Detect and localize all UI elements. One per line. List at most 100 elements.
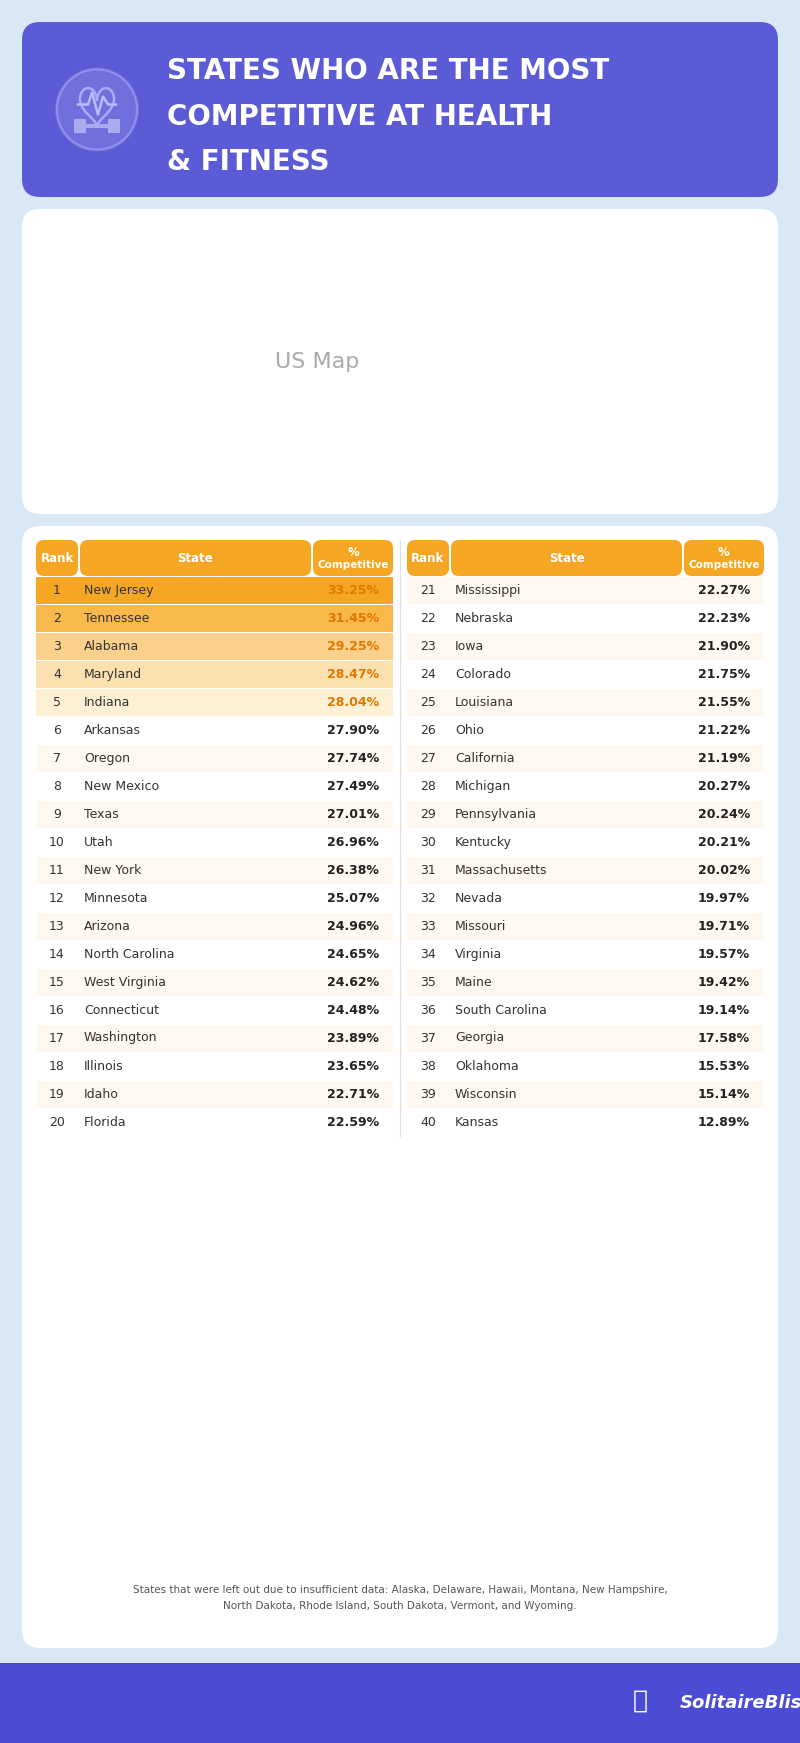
Text: %: %	[718, 546, 730, 558]
Text: 24: 24	[420, 668, 436, 680]
Text: 7: 7	[53, 751, 61, 765]
Text: 23.89%: 23.89%	[327, 1032, 379, 1044]
Text: 22.59%: 22.59%	[327, 1116, 379, 1128]
Text: 28: 28	[420, 779, 436, 793]
Bar	[407, 688, 764, 716]
Text: Kentucky: Kentucky	[455, 835, 512, 849]
Text: Illinois: Illinois	[84, 1060, 124, 1072]
Text: 38: 38	[420, 1060, 436, 1072]
Text: 26.38%: 26.38%	[327, 863, 379, 877]
Bar	[407, 1053, 764, 1081]
Bar	[407, 830, 764, 856]
Text: 20.27%: 20.27%	[698, 779, 750, 793]
Bar	[36, 802, 393, 828]
Text: 20.24%: 20.24%	[698, 807, 750, 821]
Text: 40: 40	[420, 1116, 436, 1128]
Text: 16: 16	[49, 1004, 65, 1016]
Text: 21.19%: 21.19%	[698, 751, 750, 765]
Text: 19.57%: 19.57%	[698, 948, 750, 960]
Text: 4: 4	[53, 668, 61, 680]
Bar	[407, 858, 764, 884]
Text: 1: 1	[53, 584, 61, 596]
Text: 23.65%: 23.65%	[327, 1060, 379, 1072]
Text: Texas: Texas	[84, 807, 118, 821]
Text: 15.53%: 15.53%	[698, 1060, 750, 1072]
Text: Pennsylvania: Pennsylvania	[455, 807, 537, 821]
Bar	[407, 661, 764, 688]
Text: Competitive: Competitive	[318, 560, 389, 570]
FancyBboxPatch shape	[313, 634, 393, 659]
Text: 20: 20	[49, 1116, 65, 1128]
Text: Colorado: Colorado	[455, 668, 511, 680]
Text: 17.58%: 17.58%	[698, 1032, 750, 1044]
Text: North Carolina: North Carolina	[84, 948, 174, 960]
Text: 24.48%: 24.48%	[327, 1004, 379, 1016]
Bar	[36, 997, 393, 1023]
Bar	[36, 772, 393, 800]
Bar	[36, 941, 393, 967]
Circle shape	[55, 68, 139, 152]
Bar	[36, 1081, 393, 1109]
Text: 27.49%: 27.49%	[327, 779, 379, 793]
Text: 29: 29	[420, 807, 436, 821]
Text: 32: 32	[420, 891, 436, 905]
Text: COMPETITIVE AT HEALTH: COMPETITIVE AT HEALTH	[167, 103, 552, 131]
Text: 21.55%: 21.55%	[698, 695, 750, 708]
Bar	[36, 1109, 393, 1136]
Bar	[36, 633, 393, 661]
Bar	[36, 858, 393, 884]
Text: West Virginia: West Virginia	[84, 976, 166, 988]
Text: South Carolina: South Carolina	[455, 1004, 547, 1016]
Text: Wisconsin: Wisconsin	[455, 1088, 518, 1100]
Text: Nevada: Nevada	[455, 891, 503, 905]
Text: Georgia: Georgia	[455, 1032, 504, 1044]
Text: 15.14%: 15.14%	[698, 1088, 750, 1100]
FancyBboxPatch shape	[313, 579, 393, 601]
Text: 31.45%: 31.45%	[327, 612, 379, 624]
Bar	[36, 1025, 393, 1053]
Text: 17: 17	[49, 1032, 65, 1044]
Text: Missouri: Missouri	[455, 920, 506, 933]
Bar	[36, 969, 393, 995]
FancyBboxPatch shape	[407, 540, 449, 575]
Text: Ohio: Ohio	[455, 723, 484, 737]
Text: 11: 11	[49, 863, 65, 877]
Text: State: State	[178, 551, 214, 565]
Text: 28.47%: 28.47%	[327, 668, 379, 680]
Text: 28.04%: 28.04%	[327, 695, 379, 708]
Text: 27.90%: 27.90%	[327, 723, 379, 737]
Text: Mississippi: Mississippi	[455, 584, 522, 596]
Text: Arkansas: Arkansas	[84, 723, 141, 737]
Text: 30: 30	[420, 835, 436, 849]
Text: North Dakota, Rhode Island, South Dakota, Vermont, and Wyoming.: North Dakota, Rhode Island, South Dakota…	[223, 1602, 577, 1611]
Text: 20.21%: 20.21%	[698, 835, 750, 849]
Bar	[36, 744, 393, 772]
FancyBboxPatch shape	[80, 540, 311, 575]
Bar	[36, 605, 393, 633]
Text: 12: 12	[49, 891, 65, 905]
FancyBboxPatch shape	[313, 607, 393, 629]
Bar	[36, 913, 393, 939]
Text: States that were left out due to insufficient data: Alaska, Delaware, Hawaii, Mo: States that were left out due to insuffi…	[133, 1584, 667, 1595]
Bar	[36, 577, 393, 605]
Text: 19.14%: 19.14%	[698, 1004, 750, 1016]
Text: Indiana: Indiana	[84, 695, 130, 708]
Bar	[74, 119, 86, 132]
Bar	[407, 744, 764, 772]
Text: Minnesota: Minnesota	[84, 891, 149, 905]
FancyBboxPatch shape	[313, 540, 393, 575]
Text: Massachusetts: Massachusetts	[455, 863, 547, 877]
Text: 25.07%: 25.07%	[327, 891, 379, 905]
Bar	[36, 885, 393, 912]
Text: 24.62%: 24.62%	[327, 976, 379, 988]
Text: New Mexico: New Mexico	[84, 779, 159, 793]
Text: 14: 14	[49, 948, 65, 960]
FancyBboxPatch shape	[36, 540, 78, 575]
Text: 21: 21	[420, 584, 436, 596]
Text: 🐾: 🐾	[633, 1689, 647, 1713]
Text: 36: 36	[420, 1004, 436, 1016]
Bar	[407, 716, 764, 744]
Text: 9: 9	[53, 807, 61, 821]
Text: 27.01%: 27.01%	[327, 807, 379, 821]
Bar	[108, 119, 120, 132]
